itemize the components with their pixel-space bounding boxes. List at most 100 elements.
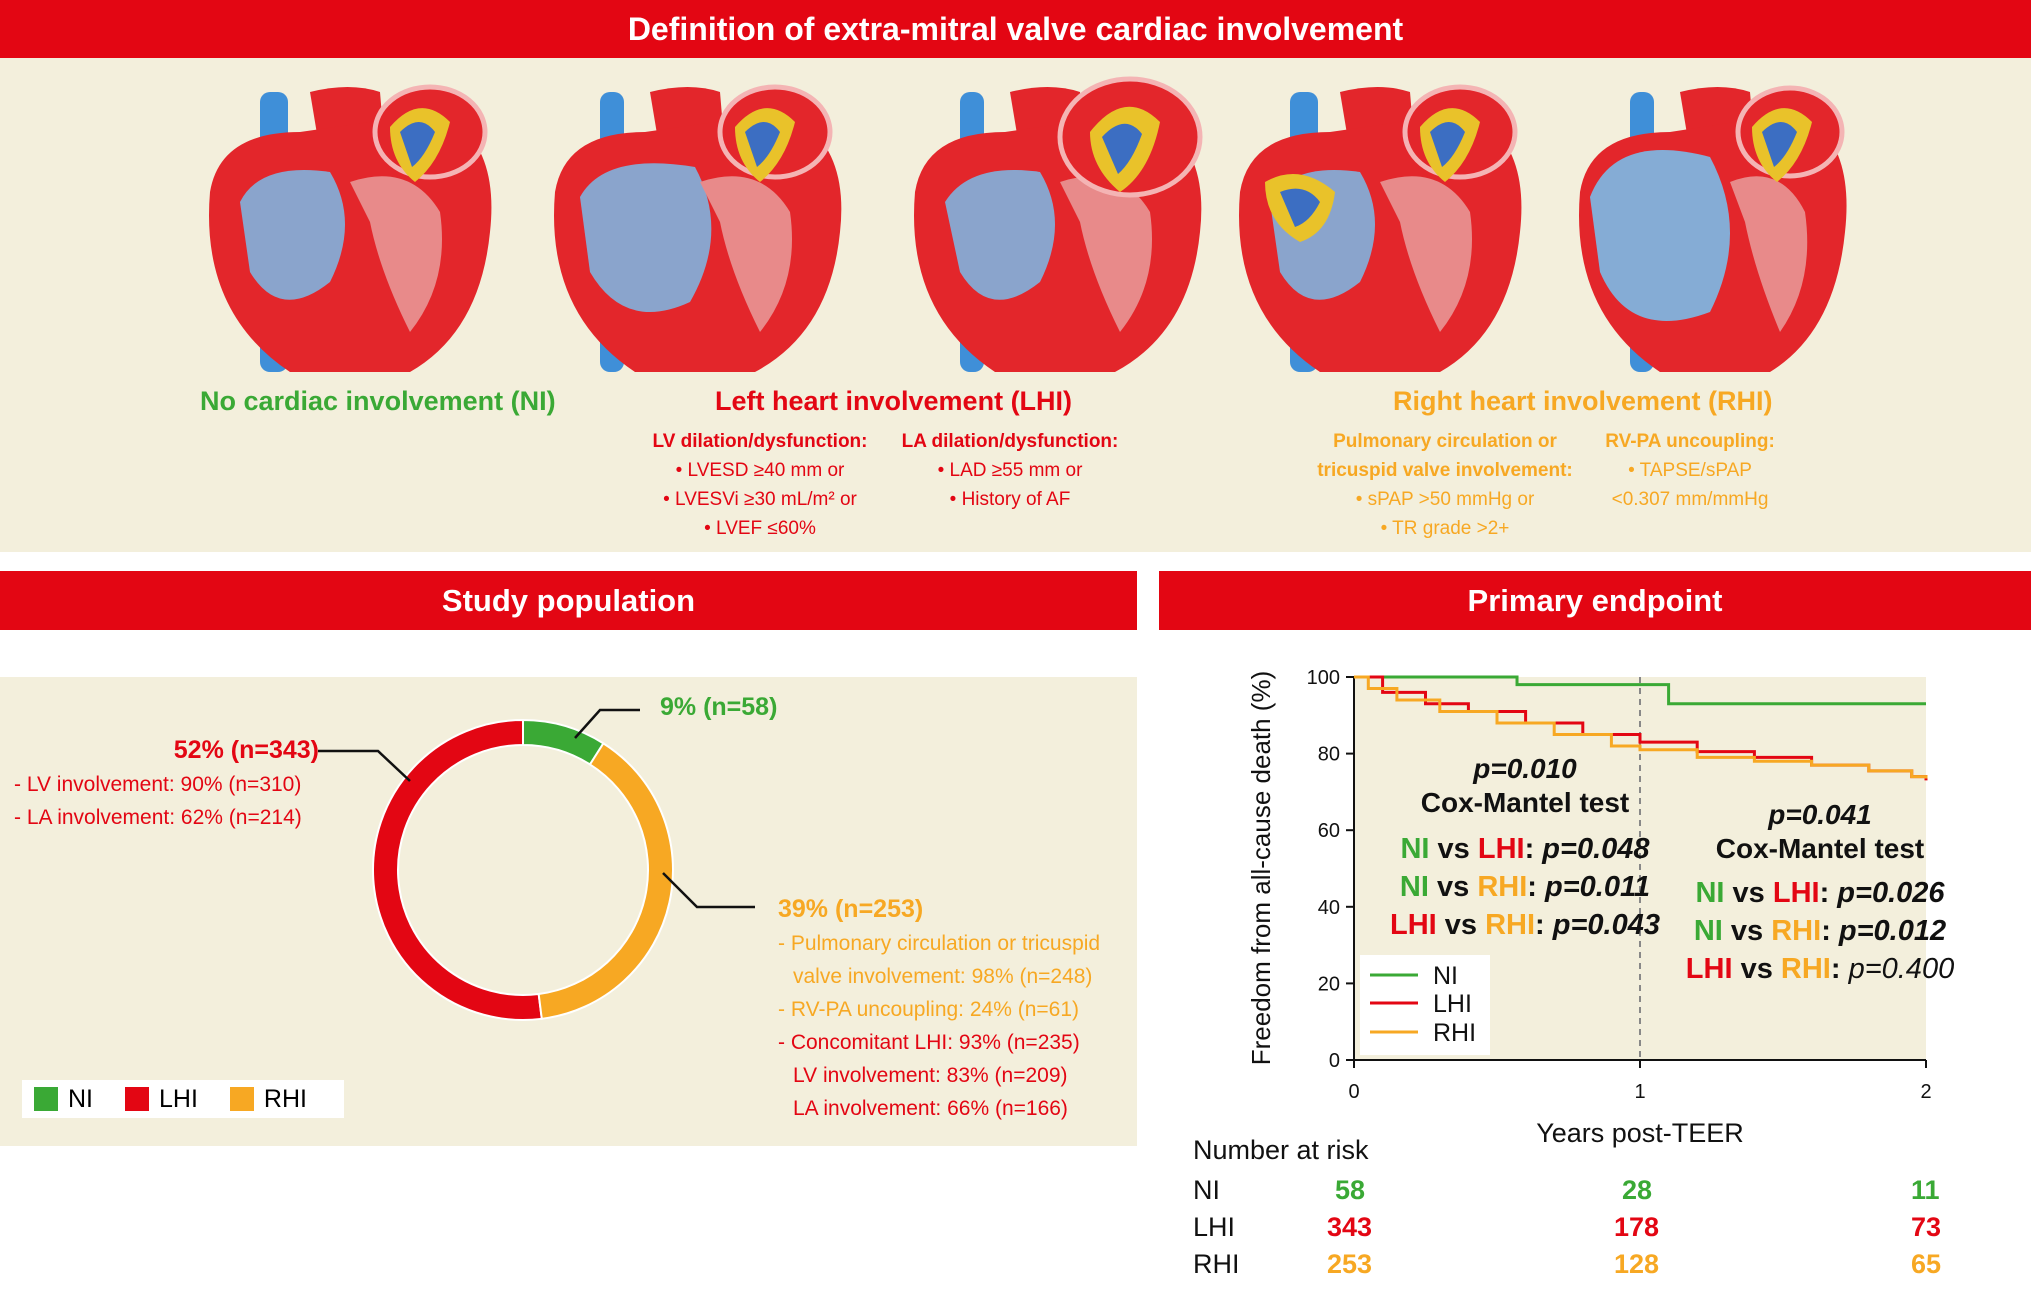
risk-table-title: Number at risk: [1193, 1135, 1369, 1165]
risk-lhi-1: 178: [1614, 1212, 1660, 1242]
legend-item-ni: NI: [34, 1085, 93, 1114]
y-tick-label: 20: [1318, 973, 1340, 995]
lv-item: • LVESVi ≥30 mL/m² or: [663, 489, 857, 510]
km-legend-lhi-label: LHI: [1433, 990, 1472, 1018]
donut-slice-ni: [522, 718, 605, 766]
risk-row-label-lhi: LHI: [1193, 1212, 1236, 1242]
km-chart: 0 20 40 60 80 100 0 1 2 Freedom from all-cause d…: [1246, 667, 1932, 1148]
lhi-leader-line: [318, 749, 411, 782]
x-tick-label: 1: [1634, 1081, 1645, 1103]
risk-lhi-2: 73: [1911, 1212, 1942, 1242]
risk-rhi-2: 65: [1911, 1249, 1942, 1279]
km-line-ni: [1354, 675, 1926, 706]
la-item: • History of AF: [949, 489, 1071, 510]
y-tick-label: 100: [1307, 667, 1340, 689]
rhi-pct-block: 39% (n=253) - Pulmonary circulation or t…: [778, 893, 1100, 1125]
lhi-pct-block: 52% (n=343) - LV involvement: 90% (n=310…: [14, 734, 319, 834]
primary-endpoint-band: Primary endpoint: [1159, 571, 2031, 630]
legend-label: NI: [68, 1084, 93, 1113]
comparison-row: NI vs RHI: p=0.011: [1399, 871, 1651, 903]
donut-chart: [318, 708, 755, 1021]
x-axis-label: Years post-TEER: [1536, 1118, 1744, 1148]
pc-item: • TR grade >2+: [1380, 518, 1510, 539]
x-tick-label: 0: [1348, 1081, 1359, 1103]
y-axis-label: Freedom from all-cause death (%): [1246, 671, 1276, 1065]
la-heading: LA dilation/dysfunction:: [901, 431, 1119, 452]
pc-criteria: Pulmonary circulation or tricuspid valve…: [1310, 427, 1580, 543]
legend-swatch: [125, 1087, 149, 1111]
y-tick-label: 80: [1318, 744, 1340, 766]
header-band: Definition of extra-mitral valve cardiac…: [0, 0, 2031, 58]
rvpa-criteria: RV-PA uncoupling: • TAPSE/sPAP <0.307 mm…: [1600, 427, 1780, 514]
km-legend-ni-label: NI: [1433, 962, 1458, 990]
lhi-detail: - LV involvement: 90% (n=310): [14, 773, 302, 796]
comparison-row: LHI vs RHI: p=0.043: [1389, 909, 1660, 941]
rhi-detail: - Pulmonary circulation or tricuspid: [778, 932, 1101, 955]
rhi-detail: valve involvement: 98% (n=248): [793, 965, 1093, 988]
overall-p: p=0.010: [1473, 753, 1577, 784]
risk-rhi-0: 253: [1327, 1249, 1373, 1279]
km-annotation-landmark: p=0.041 Cox-Mantel test: [1655, 798, 1985, 866]
heart-lhi-la-illustration: [914, 76, 1203, 372]
endpoint-title: Primary endpoint: [1467, 582, 1723, 618]
study-title: Study population: [441, 582, 696, 618]
rhi-detail-lhi: - Concomitant LHI: 93% (n=235): [778, 1031, 1080, 1054]
donut-slice-rhi: [537, 741, 674, 1020]
km-legend-rhi-label: RHI: [1433, 1019, 1476, 1047]
comparison-row: NI vs LHI: p=0.048: [1400, 833, 1650, 865]
x-tick-label: 2: [1920, 1081, 1931, 1103]
legend-swatch: [34, 1087, 58, 1111]
donut-slice-lhi: [372, 718, 543, 1021]
ni-leader-line: [574, 708, 640, 739]
donut-legend: NI LHI RHI: [22, 1080, 344, 1118]
pc-item: • sPAP >50 mmHg or: [1355, 489, 1535, 510]
rhi-pct: 39% (n=253): [778, 895, 924, 923]
km-comparisons-0-1: NI vs LHI: p=0.048 NI vs RHI: p=0.011 LH…: [1355, 830, 1695, 944]
legend-item-rhi: RHI: [229, 1084, 307, 1114]
lv-criteria: LV dilation/dysfunction: • LVESD ≥40 mm …: [640, 427, 880, 543]
header-title: Definition of extra-mitral valve cardiac…: [627, 10, 1404, 47]
heart-rhi-rvpa-illustration: [1579, 85, 1847, 372]
rhi-title: Right heart involvement (RHI): [1393, 386, 1773, 416]
landmark-test: Cox-Mantel test: [1715, 833, 1925, 864]
comparison-row: LHI vs RHI: p=0.400: [1685, 953, 1955, 985]
study-population-band: Study population: [0, 571, 1137, 630]
km-comparisons-1-2: NI vs LHI: p=0.026 NI vs RHI: p=0.012 LH…: [1650, 874, 1990, 988]
rhi-detail-lhi: LA involvement: 66% (n=166): [793, 1097, 1068, 1120]
legend-swatch: [229, 1087, 254, 1111]
legend-label: RHI: [263, 1084, 307, 1113]
rhi-detail-lhi: LV involvement: 83% (n=209): [793, 1064, 1068, 1087]
study-panel: [0, 677, 1137, 1146]
ni-title: No cardiac involvement (NI): [200, 386, 556, 416]
heart-rhi-pc-illustration: [1239, 84, 1522, 372]
lhi-detail: - LA involvement: 62% (n=214): [14, 806, 302, 829]
lv-heading: LV dilation/dysfunction:: [652, 431, 868, 452]
overall-test: Cox-Mantel test: [1420, 787, 1630, 818]
rvpa-item: <0.307 mm/mmHg: [1611, 489, 1769, 510]
heart-lhi-lv-illustration: [554, 84, 842, 372]
risk-row-label-rhi: RHI: [1193, 1249, 1240, 1279]
rvpa-heading: RV-PA uncoupling:: [1605, 431, 1775, 452]
rhi-leader-line: [662, 872, 755, 909]
legend-item-lhi: LHI: [125, 1085, 198, 1114]
pc-heading: tricuspid valve involvement:: [1317, 460, 1573, 481]
heart-ni-illustration: [209, 84, 492, 372]
lv-item: • LVEF ≤60%: [704, 518, 816, 539]
km-legend-box: [1360, 955, 1490, 1055]
lhi-pct: 52% (n=343): [173, 736, 319, 764]
ni-pct-label: 9% (n=58): [660, 691, 777, 725]
lhi-title: Left heart involvement (LHI): [715, 386, 1073, 416]
lv-item: • LVESD ≥40 mm or: [675, 460, 845, 481]
risk-ni-0: 58: [1335, 1175, 1366, 1205]
pc-heading: Pulmonary circulation or: [1333, 431, 1557, 452]
risk-ni-1: 28: [1622, 1175, 1653, 1205]
risk-lhi-0: 343: [1327, 1212, 1373, 1242]
landmark-p: p=0.041: [1768, 799, 1872, 830]
risk-ni-2: 11: [1911, 1175, 1940, 1205]
km-line-rhi: [1354, 675, 1928, 779]
rhi-detail: - RV-PA uncoupling: 24% (n=61): [778, 998, 1079, 1021]
risk-row-label-ni: NI: [1193, 1175, 1220, 1205]
legend-label: LHI: [159, 1084, 198, 1113]
rvpa-item: • TAPSE/sPAP: [1628, 460, 1752, 481]
ni-pct: 9% (n=58): [660, 693, 778, 721]
